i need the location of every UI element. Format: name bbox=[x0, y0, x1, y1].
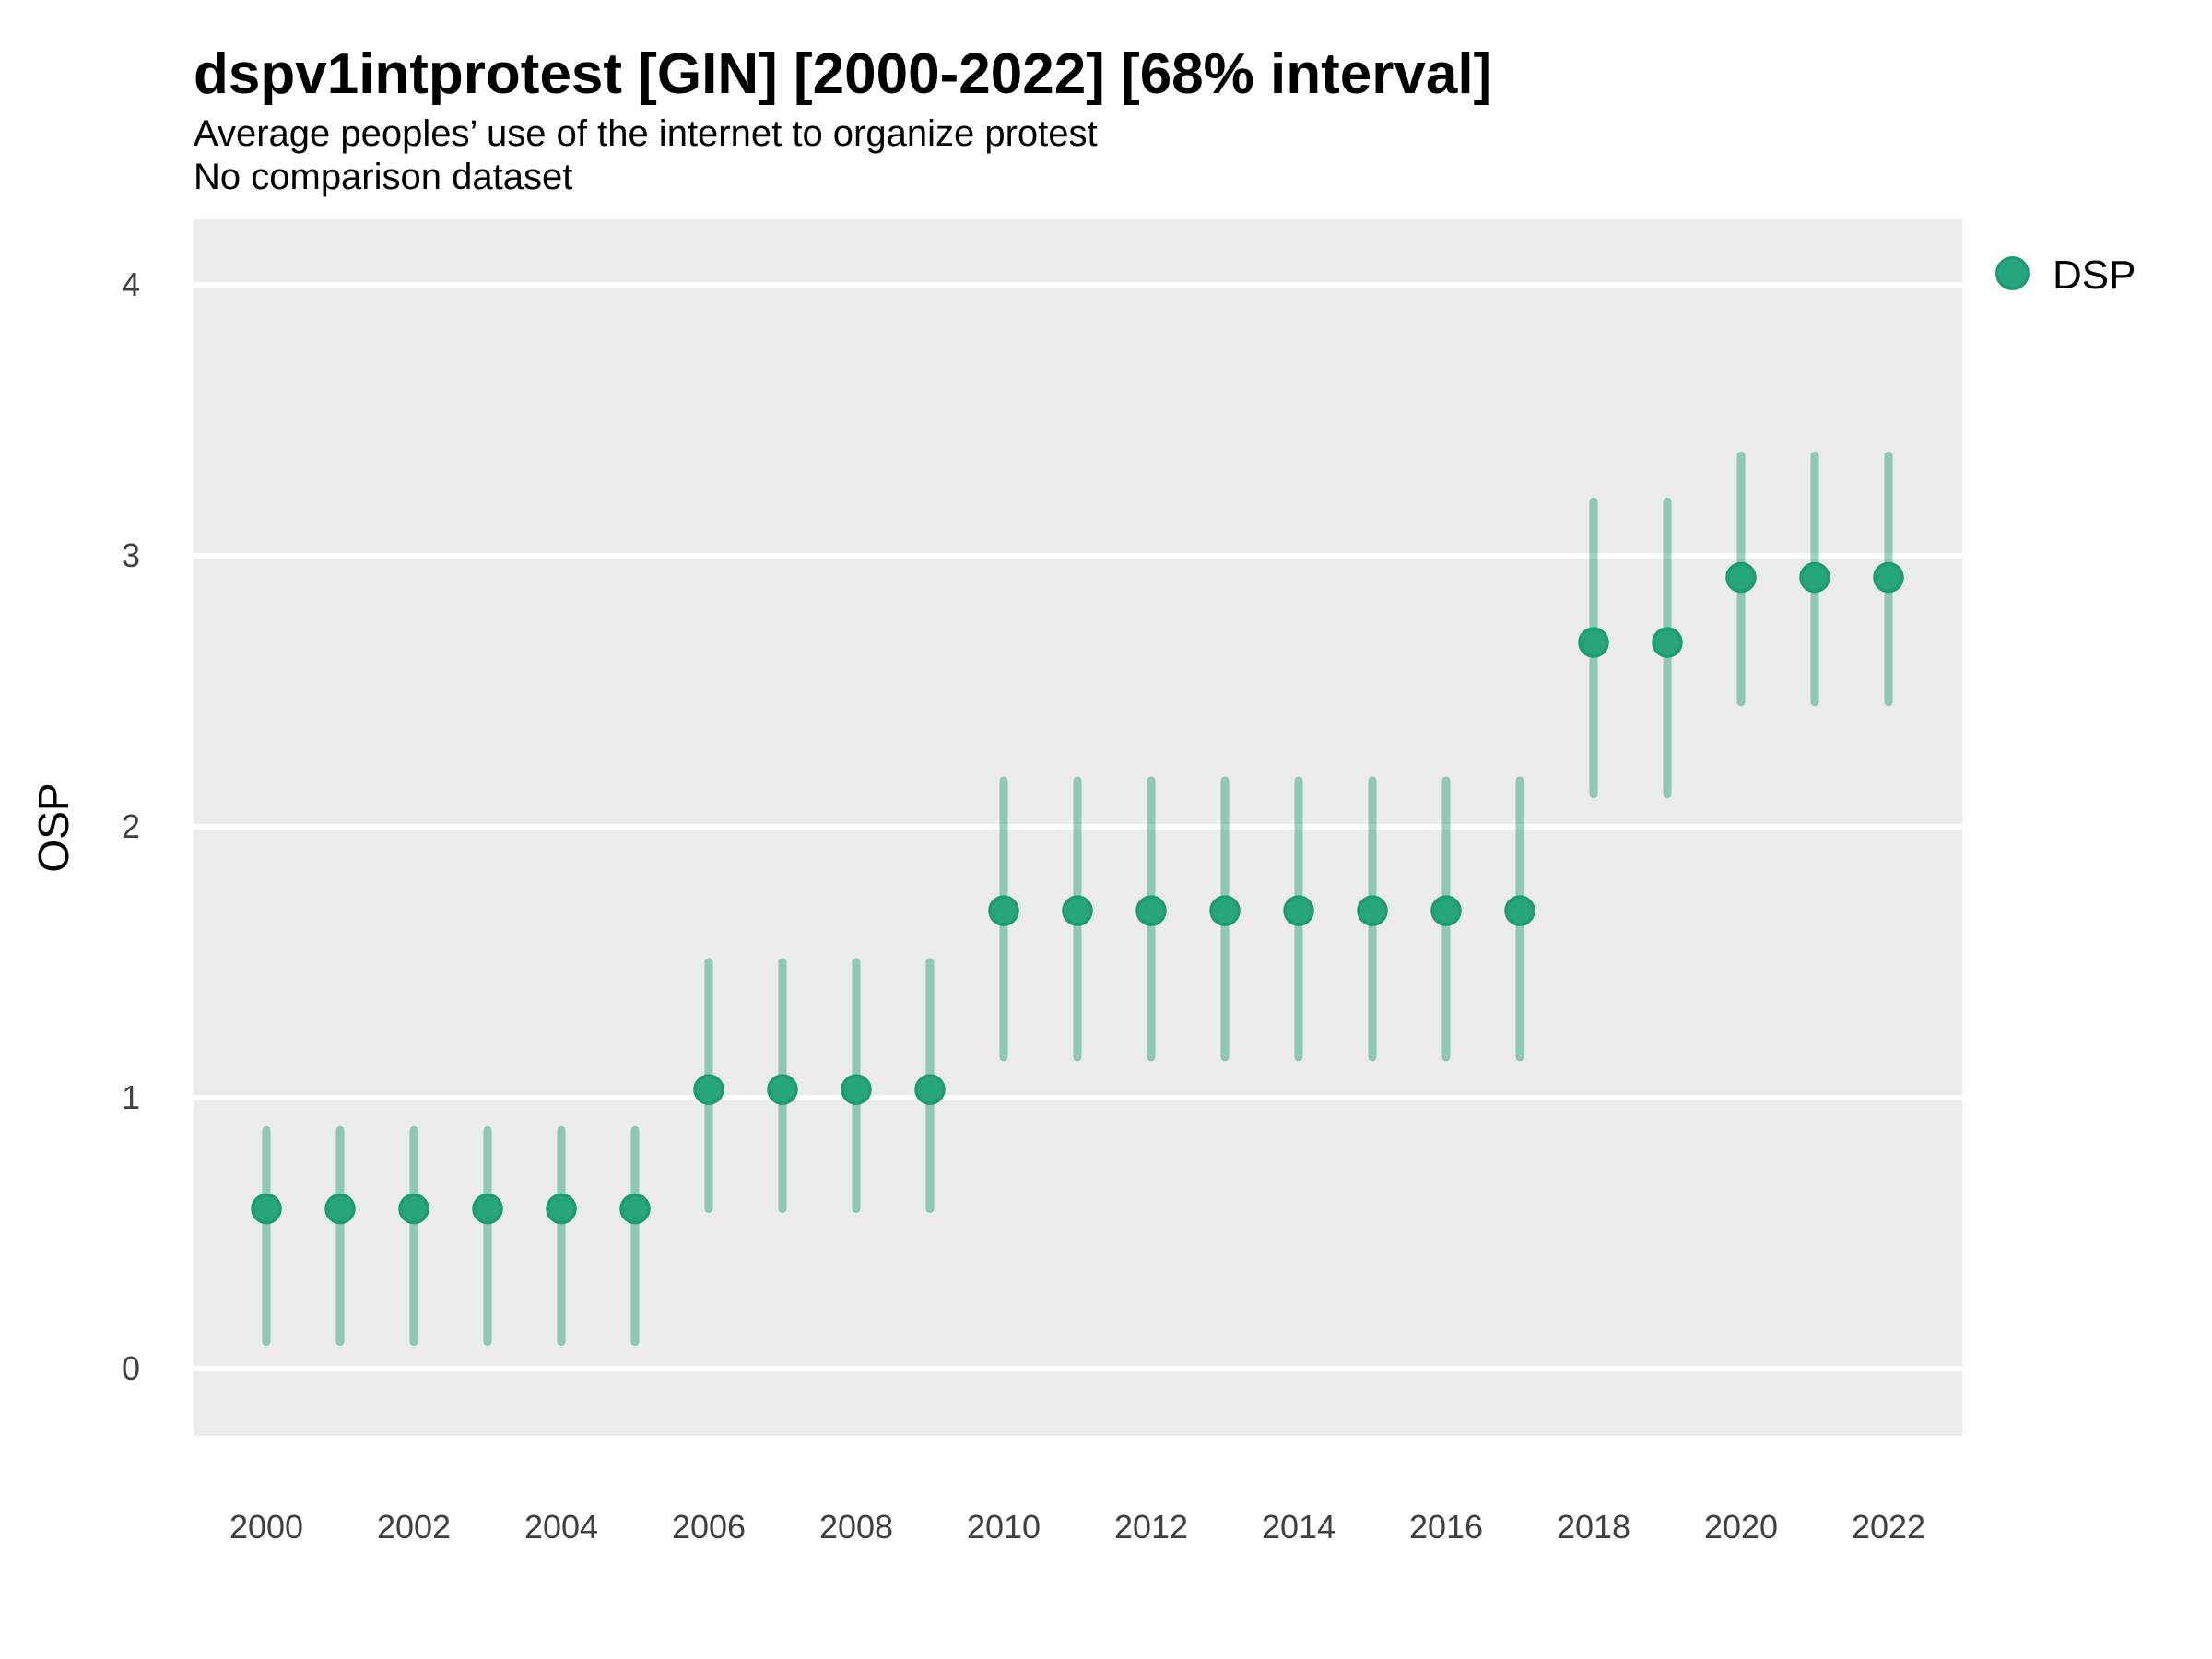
point-marker-2009 bbox=[914, 1074, 946, 1105]
point-marker-2003 bbox=[472, 1193, 503, 1225]
point-marker-2005 bbox=[619, 1193, 651, 1225]
plot-panel bbox=[194, 219, 1962, 1436]
point-marker-2014 bbox=[1283, 895, 1314, 926]
plot-canvas bbox=[194, 282, 1962, 1371]
x-tick-label-2018: 2018 bbox=[1556, 1508, 1631, 1546]
x-tick-label-2010: 2010 bbox=[966, 1508, 1041, 1546]
point-marker-2010 bbox=[988, 895, 1019, 926]
y-tick-label-4: 4 bbox=[121, 265, 140, 303]
point-marker-2000 bbox=[251, 1193, 282, 1225]
y-tick-label-2: 2 bbox=[121, 807, 140, 845]
x-tick-label-2014: 2014 bbox=[1261, 1508, 1336, 1546]
point-marker-2004 bbox=[546, 1193, 577, 1225]
x-tick-label-2000: 2000 bbox=[229, 1508, 304, 1546]
point-marker-2001 bbox=[324, 1193, 356, 1225]
point-marker-2019 bbox=[1652, 627, 1683, 658]
x-tick-label-2008: 2008 bbox=[818, 1508, 894, 1546]
point-marker-2007 bbox=[767, 1074, 798, 1105]
point-marker-2020 bbox=[1725, 561, 1757, 594]
point-marker-2002 bbox=[398, 1193, 429, 1225]
point-marker-2018 bbox=[1578, 627, 1609, 658]
chart-note: No comparison dataset bbox=[194, 157, 573, 197]
point-marker-2022 bbox=[1873, 561, 1904, 594]
x-tick-label-2004: 2004 bbox=[524, 1508, 599, 1546]
x-tick-label-2012: 2012 bbox=[1113, 1508, 1189, 1546]
x-tick-label-2022: 2022 bbox=[1851, 1508, 1926, 1546]
point-marker-2011 bbox=[1062, 895, 1093, 926]
x-tick-label-2020: 2020 bbox=[1703, 1508, 1779, 1546]
y-tick-label-1: 1 bbox=[121, 1078, 140, 1116]
point-marker-2008 bbox=[841, 1074, 872, 1105]
x-tick-label-2002: 2002 bbox=[376, 1508, 452, 1546]
point-marker-2015 bbox=[1357, 895, 1388, 926]
legend-point-icon bbox=[1995, 256, 2030, 290]
legend-label: DSP bbox=[2053, 253, 2136, 298]
chart-subtitle: Average peoples’ use of the internet to … bbox=[194, 113, 1098, 154]
point-marker-2021 bbox=[1799, 561, 1830, 594]
point-marker-2016 bbox=[1430, 895, 1462, 926]
legend: DSP bbox=[1989, 252, 2210, 300]
point-marker-2012 bbox=[1135, 895, 1167, 926]
chart-title: dspv1intprotest [GIN] [2000-2022] [68% i… bbox=[194, 42, 1493, 106]
y-tick-label-3: 3 bbox=[121, 536, 140, 574]
point-marker-2013 bbox=[1209, 895, 1241, 926]
point-marker-2017 bbox=[1504, 895, 1535, 926]
x-tick-label-2016: 2016 bbox=[1408, 1508, 1484, 1546]
x-tick-label-2006: 2006 bbox=[671, 1508, 747, 1546]
y-tick-label-0: 0 bbox=[121, 1349, 140, 1387]
point-marker-2006 bbox=[693, 1074, 724, 1105]
